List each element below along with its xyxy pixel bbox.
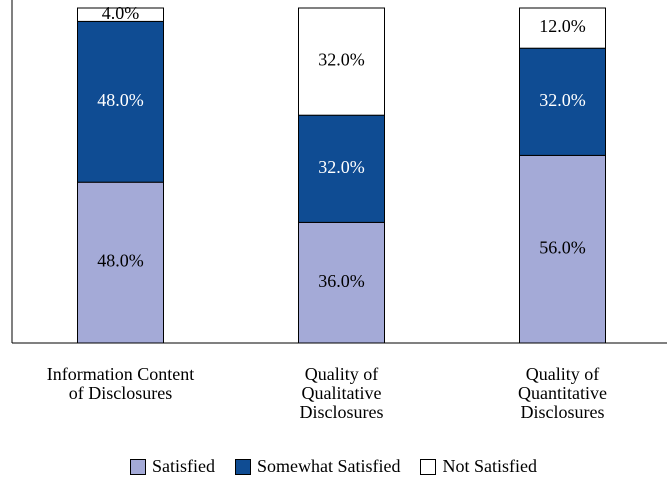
bar-segment <box>519 7 606 49</box>
value-label: 4.0% <box>102 3 140 23</box>
bar-segment <box>519 154 606 344</box>
bar-segment <box>298 7 385 116</box>
value-label: 48.0% <box>97 251 144 271</box>
x-tick-label: Quality of Quantitative Disclosures <box>518 364 607 422</box>
legend-swatch <box>130 458 146 475</box>
value-label: 32.0% <box>318 157 365 177</box>
bar-segment <box>298 114 385 223</box>
value-label: 48.0% <box>97 90 144 110</box>
value-label: 32.0% <box>318 50 365 70</box>
legend-item: Somewhat Satisfied <box>235 456 400 477</box>
value-label: 32.0% <box>539 90 586 110</box>
value-label: 56.0% <box>539 237 586 257</box>
bar-segment <box>77 20 164 183</box>
value-label: 12.0% <box>539 16 586 36</box>
bar-segment <box>77 7 164 22</box>
legend-label: Satisfied <box>152 456 215 476</box>
bar-segment <box>298 221 385 344</box>
value-label: 36.0% <box>318 271 365 291</box>
legend: Satisfied Somewhat Satisfied Not Satisfied <box>0 456 667 477</box>
legend-swatch <box>235 458 251 475</box>
x-tick-label: Information Content of Disclosures <box>46 364 195 403</box>
legend-item: Satisfied <box>130 456 215 477</box>
bar-segment <box>77 181 164 344</box>
legend-label: Somewhat Satisfied <box>257 456 401 476</box>
legend-swatch <box>420 458 437 475</box>
x-tick-label: Quality of Qualitative Disclosures <box>299 364 384 422</box>
bar-segment <box>519 47 606 156</box>
legend-label: Not Satisfied <box>442 456 537 476</box>
legend-item: Not Satisfied <box>420 456 537 477</box>
